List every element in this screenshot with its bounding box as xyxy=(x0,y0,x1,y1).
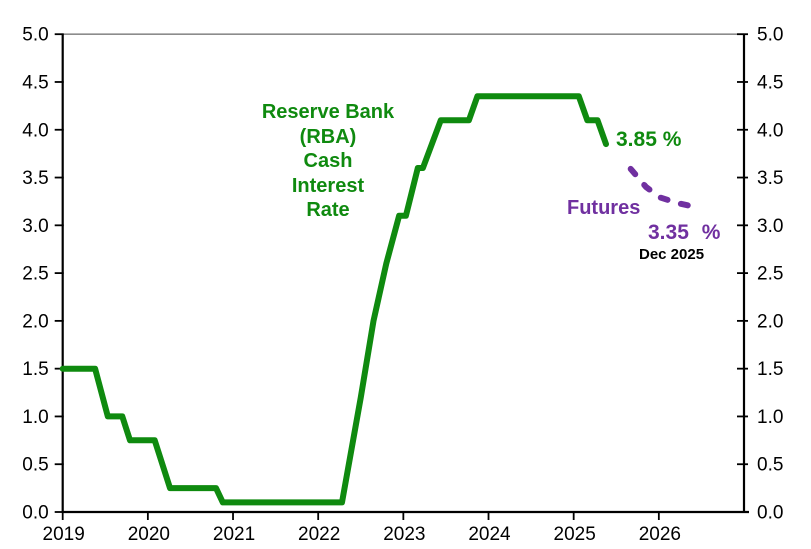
y-axis-label-right: 1.0 xyxy=(757,407,783,428)
y-axis-label-left: 5.0 xyxy=(22,25,48,46)
x-axis-label: 2020 xyxy=(128,524,170,545)
x-axis-label: 2022 xyxy=(298,524,340,545)
futures-series-label: Futures xyxy=(567,197,641,219)
y-axis-label-right: 0.0 xyxy=(757,503,783,524)
y-axis-label-left: 2.5 xyxy=(22,264,48,285)
y-axis-label-right: 5.0 xyxy=(757,25,783,46)
y-axis-label-right: 4.5 xyxy=(757,72,783,93)
futures-line xyxy=(627,165,704,212)
y-axis-label-left: 0.0 xyxy=(22,503,48,524)
chart-title: Reserve Bank (RBA) Cash Interest Rate xyxy=(228,100,428,223)
x-axis-label: 2023 xyxy=(383,524,425,545)
futures-date-annotation: Dec 2025 xyxy=(639,246,705,263)
x-axis-label: 2026 xyxy=(639,524,681,545)
chart-title-line: (RBA) xyxy=(299,125,357,148)
y-axis-label-left: 4.5 xyxy=(22,72,48,93)
y-axis-label-right: 3.5 xyxy=(757,168,783,189)
y-axis-label-left: 2.0 xyxy=(22,311,48,332)
chart-title-line: Interest xyxy=(291,174,365,197)
x-axis-label: 2024 xyxy=(468,524,511,545)
chart-title-line: Cash xyxy=(303,150,353,172)
rba-rate-line xyxy=(59,93,609,506)
x-axis-label: 2025 xyxy=(554,524,596,545)
y-axis-label-right: 1.5 xyxy=(757,359,783,380)
y-axis-label-right: 3.0 xyxy=(757,216,783,237)
y-axis-label-right: 2.5 xyxy=(757,264,783,285)
y-axis-label-left: 1.5 xyxy=(22,359,48,380)
futures-rate-annotation: 3.35 % xyxy=(648,221,721,244)
y-axis-label-left: 0.5 xyxy=(22,455,48,476)
chart-title-line: Reserve Bank xyxy=(261,101,395,123)
y-axis-label-right: 0.5 xyxy=(757,455,783,476)
chart-title-line: Rate xyxy=(306,199,350,221)
x-axis-label: 2021 xyxy=(213,524,255,545)
y-axis-label-left: 3.5 xyxy=(22,168,48,189)
x-axis-label: 2019 xyxy=(43,524,85,545)
y-axis-label-left: 3.0 xyxy=(22,216,48,237)
current-rate-annotation: 3.85 % xyxy=(616,128,682,151)
y-axis-label-right: 4.0 xyxy=(757,120,783,141)
y-axis-label-left: 1.0 xyxy=(22,407,48,428)
y-axis-label-right: 2.0 xyxy=(757,311,783,332)
y-axis-label-left: 4.0 xyxy=(22,120,48,141)
